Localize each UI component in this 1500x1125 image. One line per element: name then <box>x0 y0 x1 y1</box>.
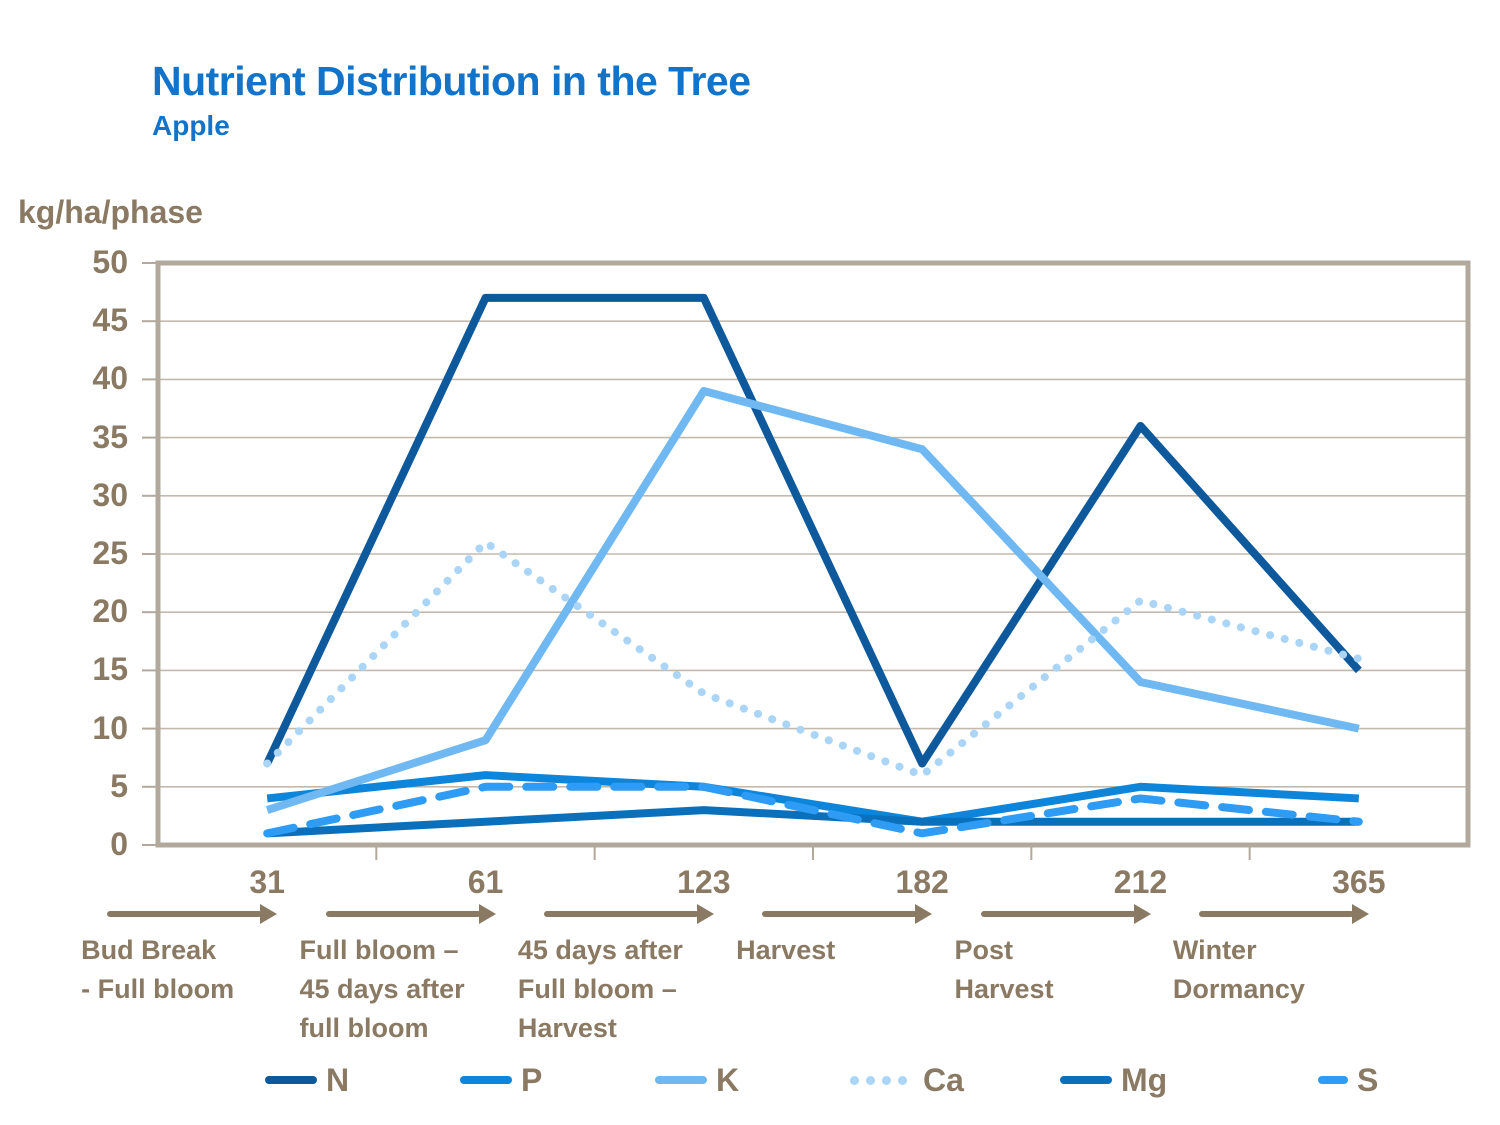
legend-item-K: K <box>655 1058 739 1102</box>
x-tick-label: 212 <box>1113 864 1168 900</box>
chart-canvas <box>142 260 1471 860</box>
chart-subtitle: Apple <box>152 110 230 141</box>
phase-arrow-icon <box>543 904 714 924</box>
y-axis-unit-label: kg/ha/phase <box>18 194 203 230</box>
legend-swatch-P-icon <box>460 1076 512 1084</box>
series-line-K <box>265 387 1360 814</box>
plot-area <box>142 260 1471 860</box>
y-tick-label: 30 <box>92 476 128 513</box>
y-tick-label: 35 <box>92 418 128 455</box>
phase-arrow-icon <box>325 904 496 924</box>
phase-label: Full bloom – 45 days after full bloom <box>299 935 465 1044</box>
x-tick-label: 123 <box>677 864 731 900</box>
legend-label-Mg: Mg <box>1121 1061 1168 1098</box>
y-tick-label: 45 <box>92 302 128 339</box>
chart-title: Nutrient Distribution in the Tree <box>152 58 751 104</box>
legend-item-Ca: Ca <box>850 1058 964 1102</box>
x-tick-label: 61 <box>467 864 504 900</box>
y-tick-label: 15 <box>92 651 128 688</box>
y-tick-label: 25 <box>92 535 128 571</box>
legend-swatch-Mg-icon <box>1060 1076 1112 1084</box>
phase-arrow-icon <box>980 904 1151 924</box>
phase-label: Post Harvest <box>954 935 1054 1005</box>
y-tick-label: 0 <box>110 826 128 862</box>
y-tick-label: 40 <box>92 360 128 397</box>
legend-swatch-N-icon <box>265 1076 317 1084</box>
series-line-Mg <box>266 806 1359 838</box>
series-line-P <box>266 771 1360 826</box>
phase-arrow-icon <box>762 904 933 924</box>
phase-arrow-icon <box>107 904 278 924</box>
legend-swatch-S-icon <box>1318 1076 1348 1084</box>
legend-item-S: S <box>1318 1058 1378 1102</box>
legend-label-Ca: Ca <box>923 1061 964 1098</box>
legend-label-P: P <box>521 1061 543 1098</box>
x-tick-label: 182 <box>895 864 949 900</box>
y-tick-label: 10 <box>92 709 128 746</box>
y-tick-label: 20 <box>92 593 128 630</box>
series-line-S <box>263 782 1363 838</box>
legend-swatch-Ca-icon <box>850 1075 914 1085</box>
phase-arrow-icon <box>1198 904 1369 924</box>
legend-item-P: P <box>460 1058 542 1102</box>
series-line-N <box>263 293 1362 768</box>
legend-label-S: S <box>1357 1061 1379 1098</box>
phase-label: Winter Dormancy <box>1172 935 1305 1005</box>
legend-item-N: N <box>265 1058 349 1102</box>
legend-label-K: K <box>716 1061 740 1098</box>
legend-label-N: N <box>326 1061 350 1098</box>
y-tick-label: 50 <box>92 244 128 280</box>
y-tick-label: 5 <box>110 767 128 804</box>
phase-label: Bud Break - Full bloom <box>81 935 235 1005</box>
phase-label: 45 days after Full bloom – Harvest <box>517 935 683 1044</box>
phase-label: Harvest <box>736 935 836 965</box>
legend-item-Mg: Mg <box>1060 1058 1167 1102</box>
x-tick-label: 31 <box>249 864 285 900</box>
x-tick-label: 365 <box>1332 864 1386 900</box>
series-line-Ca <box>263 538 1363 780</box>
legend-swatch-K-icon <box>655 1076 707 1084</box>
